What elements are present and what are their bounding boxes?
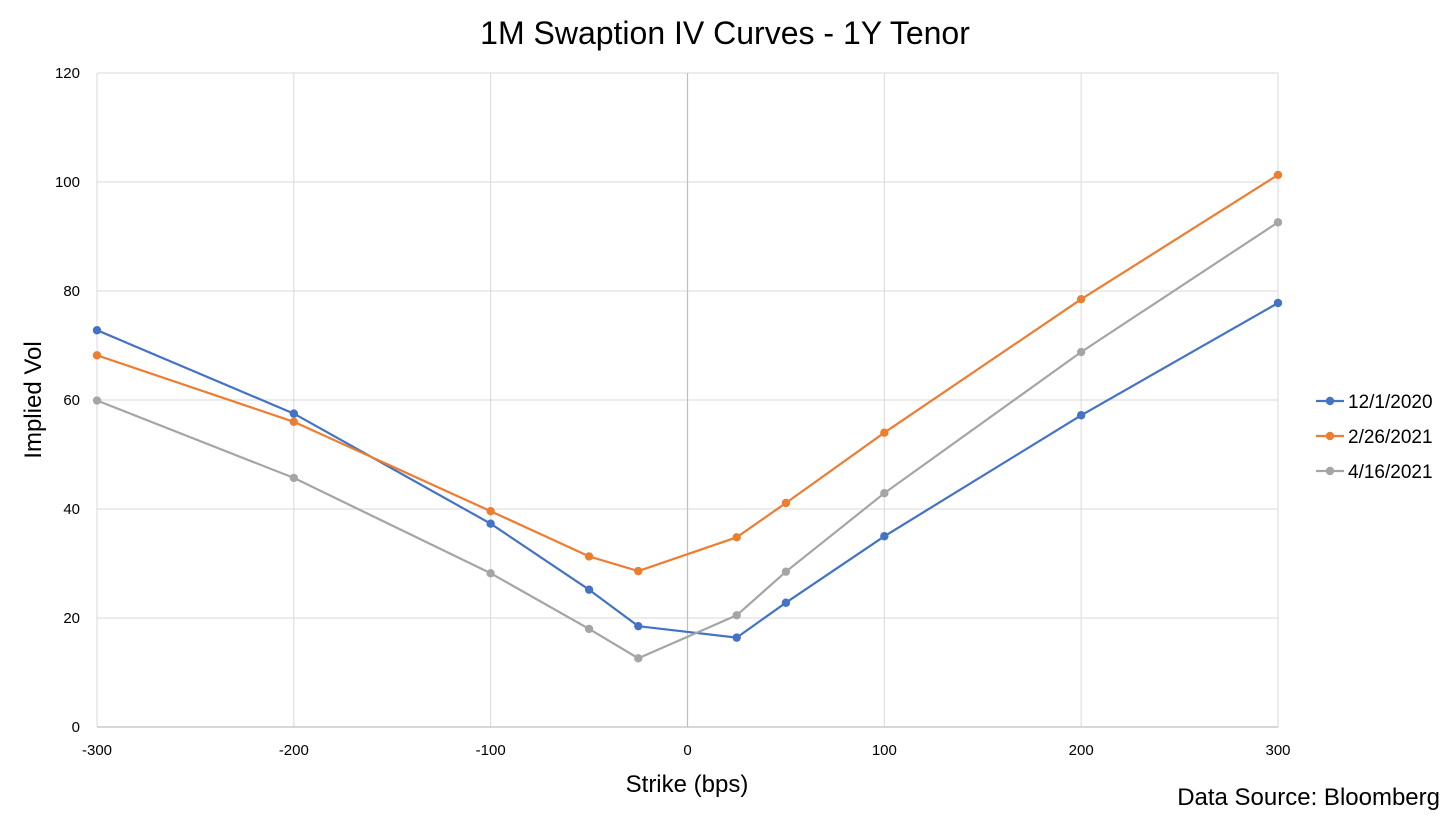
data-source-note: Data Source: Bloomberg [1177, 784, 1440, 811]
series-1-point [732, 633, 741, 642]
series-3-point [634, 654, 643, 663]
series-3-point [880, 488, 889, 498]
y-tick-label: 60 [63, 392, 80, 409]
axes: 0 20 40 60 80 100 120 -300 -200 -100 0 100 200 300 [55, 65, 1291, 759]
legend-label-2: 2/26/2021 [1348, 427, 1433, 448]
series-1-point [1076, 411, 1086, 420]
series-1-point [634, 621, 643, 631]
series-1-point [289, 409, 299, 418]
series-3-point [1273, 218, 1283, 227]
series-2-point [732, 533, 741, 542]
series-2-point [880, 428, 889, 437]
legend-label-3: 4/16/2021 [1348, 462, 1433, 483]
series-2-point [486, 506, 495, 516]
series-2-point [92, 351, 102, 360]
legend: 12/1/2020 2/26/2021 4/16/2021 [1316, 392, 1433, 483]
series-lines [92, 170, 1283, 663]
series-line-1 [96, 302, 1279, 639]
x-tick-label: -200 [279, 742, 309, 759]
x-axis-title: Strike (bps) [626, 771, 749, 798]
y-tick-label: 120 [55, 65, 80, 82]
y-tick-label: 40 [63, 501, 80, 518]
series-1-point [584, 585, 594, 594]
series-line-2 [96, 173, 1279, 573]
y-tick-label: 100 [55, 174, 80, 191]
x-tick-label: 100 [872, 742, 897, 759]
series-line-3 [96, 221, 1279, 660]
y-tick-label: 20 [63, 610, 80, 627]
series-2-point [634, 566, 643, 576]
chart-title: 1M Swaption IV Curves - 1Y Tenor [480, 15, 970, 51]
series-3-point [732, 611, 741, 620]
legend-marker-3 [1325, 466, 1335, 476]
legend-label-1: 12/1/2020 [1348, 392, 1433, 413]
y-tick-label: 0 [72, 719, 80, 736]
series-1-point [1273, 298, 1283, 308]
x-tick-label: 0 [683, 742, 691, 759]
x-tick-label: -300 [82, 742, 112, 759]
legend-marker-2 [1325, 431, 1335, 441]
series-3-point [1076, 347, 1086, 357]
series-2-point [1076, 294, 1086, 304]
series-2-point [584, 552, 594, 561]
y-tick-label: 80 [63, 283, 80, 300]
x-tick-label: -100 [476, 742, 506, 759]
series-1-point [92, 326, 102, 335]
series-3-point [584, 624, 594, 634]
series-3-point [289, 473, 299, 483]
series-1-point [781, 598, 791, 607]
series-1-point [486, 519, 495, 528]
x-tick-label: 300 [1265, 742, 1290, 759]
series-2-point [289, 417, 299, 426]
series-2-point [1273, 170, 1283, 180]
series-3-point [781, 567, 791, 576]
series-2-point [781, 498, 791, 508]
series-3-point [486, 569, 495, 578]
series-3-point [92, 396, 102, 405]
y-axis-title: Implied Vol [20, 341, 47, 458]
series-1-point [880, 532, 889, 541]
legend-marker-1 [1325, 396, 1335, 406]
x-tick-label: 200 [1069, 742, 1094, 759]
